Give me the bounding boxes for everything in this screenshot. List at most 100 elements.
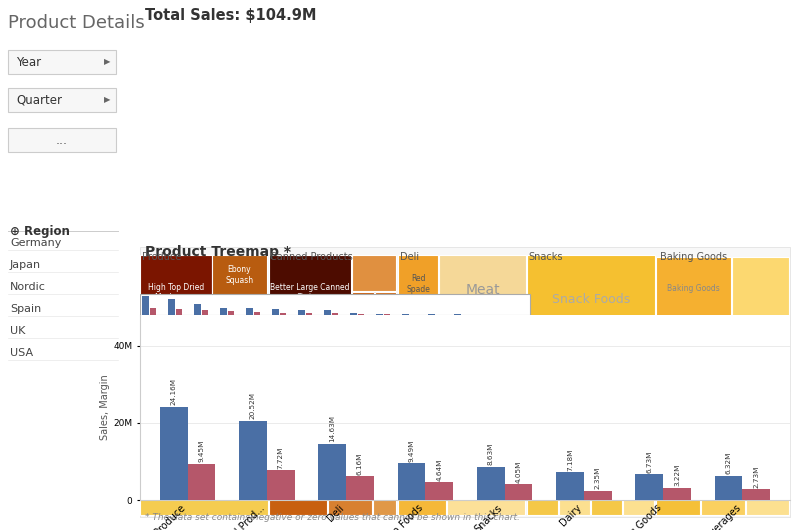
Bar bbox=[332, 313, 338, 315]
FancyBboxPatch shape bbox=[212, 255, 267, 295]
Bar bbox=[505, 484, 532, 500]
Text: Baking Goods: Baking Goods bbox=[660, 252, 727, 262]
Text: Quarter: Quarter bbox=[16, 93, 62, 107]
FancyBboxPatch shape bbox=[591, 475, 622, 515]
FancyBboxPatch shape bbox=[559, 475, 590, 515]
FancyBboxPatch shape bbox=[746, 456, 789, 515]
Text: Japan: Japan bbox=[10, 260, 41, 270]
Bar bbox=[384, 314, 390, 315]
Text: Canned Products: Canned Products bbox=[270, 252, 353, 262]
Text: 9.49M: 9.49M bbox=[409, 439, 414, 462]
Text: Produce: Produce bbox=[142, 252, 182, 262]
FancyBboxPatch shape bbox=[269, 331, 397, 422]
FancyBboxPatch shape bbox=[140, 481, 268, 515]
FancyBboxPatch shape bbox=[206, 463, 236, 480]
Bar bbox=[219, 308, 226, 315]
FancyBboxPatch shape bbox=[723, 347, 789, 368]
Text: USA: USA bbox=[10, 348, 33, 358]
Bar bbox=[160, 407, 187, 500]
Bar bbox=[271, 310, 278, 315]
FancyBboxPatch shape bbox=[447, 441, 525, 515]
FancyBboxPatch shape bbox=[8, 88, 116, 112]
FancyBboxPatch shape bbox=[488, 373, 525, 404]
Text: 14.63M: 14.63M bbox=[330, 415, 335, 442]
FancyBboxPatch shape bbox=[559, 434, 590, 474]
Text: Better Large Canned
Shrimp: Better Large Canned Shrimp bbox=[270, 283, 350, 302]
Text: 6.16M: 6.16M bbox=[357, 452, 363, 475]
FancyBboxPatch shape bbox=[527, 475, 558, 515]
Bar bbox=[635, 474, 663, 500]
Text: Product Details: Product Details bbox=[8, 14, 145, 32]
Bar bbox=[306, 313, 312, 315]
FancyBboxPatch shape bbox=[398, 441, 446, 515]
Bar bbox=[254, 312, 260, 315]
Text: 6.32M: 6.32M bbox=[726, 452, 731, 474]
Text: Snacks: Snacks bbox=[528, 252, 562, 262]
Bar bbox=[742, 490, 770, 500]
Y-axis label: Sales, Margin: Sales, Margin bbox=[101, 375, 110, 440]
FancyBboxPatch shape bbox=[483, 325, 525, 372]
FancyBboxPatch shape bbox=[447, 405, 485, 440]
FancyBboxPatch shape bbox=[269, 255, 351, 330]
FancyBboxPatch shape bbox=[398, 255, 438, 334]
FancyBboxPatch shape bbox=[328, 471, 372, 515]
Bar bbox=[267, 470, 294, 500]
Text: Meat: Meat bbox=[465, 282, 500, 296]
Bar bbox=[187, 464, 215, 500]
FancyBboxPatch shape bbox=[140, 331, 268, 410]
Text: Nordic: Nordic bbox=[10, 282, 46, 292]
FancyBboxPatch shape bbox=[269, 423, 327, 470]
Bar bbox=[280, 313, 286, 315]
FancyBboxPatch shape bbox=[206, 411, 268, 462]
FancyBboxPatch shape bbox=[527, 434, 558, 474]
Text: 2.73M: 2.73M bbox=[754, 465, 759, 488]
FancyBboxPatch shape bbox=[623, 434, 654, 474]
FancyBboxPatch shape bbox=[656, 257, 731, 320]
Bar bbox=[350, 313, 357, 315]
Bar bbox=[375, 314, 382, 315]
FancyBboxPatch shape bbox=[8, 50, 116, 74]
Text: 4.05M: 4.05M bbox=[515, 461, 522, 483]
FancyBboxPatch shape bbox=[140, 247, 790, 517]
Bar bbox=[427, 314, 434, 315]
Bar bbox=[298, 310, 305, 315]
Text: Vegetables: Vegetables bbox=[156, 363, 252, 378]
Text: Frozen Foods: Frozen Foods bbox=[399, 373, 462, 383]
FancyBboxPatch shape bbox=[398, 373, 446, 440]
FancyBboxPatch shape bbox=[723, 369, 789, 390]
FancyBboxPatch shape bbox=[623, 475, 654, 515]
Bar bbox=[714, 475, 742, 500]
FancyBboxPatch shape bbox=[591, 434, 622, 474]
Text: Canned Shrimp: Canned Shrimp bbox=[274, 369, 393, 384]
FancyBboxPatch shape bbox=[656, 347, 722, 368]
Text: Product Treemap *: Product Treemap * bbox=[145, 245, 291, 259]
FancyBboxPatch shape bbox=[398, 335, 438, 372]
Text: 4.64M: 4.64M bbox=[436, 458, 442, 481]
Bar bbox=[150, 308, 156, 315]
Text: 9.45M: 9.45M bbox=[198, 440, 205, 462]
Bar bbox=[167, 299, 174, 315]
Text: 7.72M: 7.72M bbox=[278, 446, 284, 469]
Bar bbox=[358, 314, 364, 315]
Text: Deli: Deli bbox=[400, 252, 419, 262]
Bar bbox=[454, 314, 461, 315]
Text: ▶: ▶ bbox=[103, 57, 110, 66]
FancyBboxPatch shape bbox=[352, 292, 374, 330]
FancyBboxPatch shape bbox=[656, 325, 722, 346]
Bar bbox=[194, 304, 201, 315]
FancyBboxPatch shape bbox=[269, 471, 327, 515]
Text: ⊕ Region: ⊕ Region bbox=[10, 225, 70, 238]
Bar bbox=[228, 312, 234, 315]
Bar bbox=[556, 472, 584, 500]
FancyBboxPatch shape bbox=[173, 463, 205, 480]
Text: 6.73M: 6.73M bbox=[646, 450, 652, 473]
Bar bbox=[584, 491, 612, 500]
FancyBboxPatch shape bbox=[140, 255, 212, 330]
FancyBboxPatch shape bbox=[237, 463, 268, 480]
Bar bbox=[477, 467, 505, 500]
FancyBboxPatch shape bbox=[656, 456, 700, 515]
Bar bbox=[402, 314, 409, 315]
Text: Germany: Germany bbox=[10, 238, 62, 248]
FancyBboxPatch shape bbox=[439, 325, 482, 372]
Bar bbox=[202, 310, 208, 315]
